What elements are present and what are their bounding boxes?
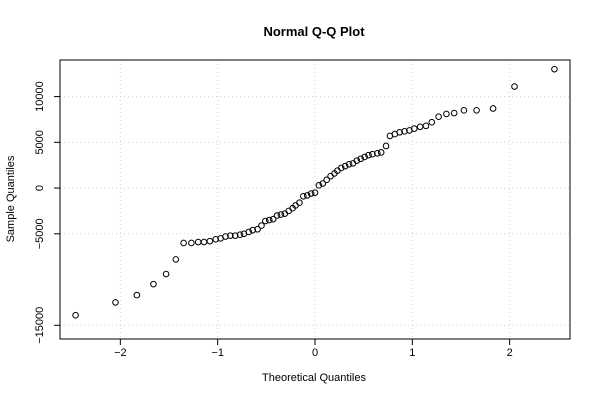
data-point — [443, 110, 450, 118]
data-point — [200, 238, 208, 246]
data-point — [281, 210, 289, 217]
data-point — [172, 256, 180, 263]
data-point — [303, 192, 311, 199]
x-tick-label: −1 — [211, 347, 224, 359]
data-point — [422, 122, 430, 130]
data-point — [231, 232, 239, 239]
data-point — [206, 237, 214, 245]
data-point — [428, 118, 436, 126]
data-point — [269, 215, 277, 223]
y-axis-label: Sample Quantiles — [5, 155, 17, 242]
data-point — [323, 176, 330, 184]
data-point — [249, 226, 257, 234]
data-point — [327, 172, 334, 180]
data-point — [265, 216, 273, 224]
data-point — [300, 192, 307, 200]
data-point — [311, 189, 319, 196]
data-point — [450, 109, 458, 117]
data-point — [307, 190, 315, 197]
data-point — [382, 142, 390, 150]
data-point — [410, 125, 418, 132]
y-axis: −15000 −5000 0 5000 10000 — [34, 81, 60, 344]
y-tick-label: −5000 — [34, 218, 46, 249]
data-point — [245, 228, 253, 236]
data-point — [361, 153, 368, 161]
data-point — [258, 222, 265, 229]
data-point — [341, 162, 349, 170]
data-point — [489, 105, 497, 112]
data-point — [315, 182, 323, 189]
x-tick-label: 0 — [312, 347, 318, 359]
data-point — [377, 149, 385, 156]
data-point — [401, 128, 408, 135]
data-point — [262, 217, 269, 225]
data-point — [150, 280, 157, 288]
x-axis: −2 −1 0 1 2 — [114, 339, 513, 359]
data-point — [112, 299, 119, 306]
data-point — [511, 83, 518, 90]
data-point — [162, 270, 170, 278]
data-point — [254, 225, 261, 233]
y-tick-label: 10000 — [34, 81, 46, 112]
data-point — [180, 239, 187, 247]
x-tick-label: 1 — [409, 347, 415, 359]
data-point — [357, 155, 365, 163]
data-point — [473, 107, 480, 114]
data-point — [435, 113, 442, 121]
data-point — [222, 233, 229, 240]
x-axis-label: Theoretical Quantiles — [262, 372, 366, 384]
data-point — [353, 157, 361, 164]
data-point — [188, 239, 195, 247]
data-point — [369, 150, 376, 158]
data-point — [277, 211, 285, 218]
data-point — [373, 150, 381, 157]
data-point — [416, 123, 424, 131]
data-point — [72, 311, 79, 319]
plot-frame — [59, 59, 571, 340]
data-point — [133, 291, 141, 299]
data-point — [319, 180, 327, 187]
data-point — [227, 232, 234, 239]
data-point — [551, 65, 558, 73]
x-tick-label: −2 — [114, 347, 127, 359]
data-point — [345, 160, 353, 168]
chart-title: Normal Q-Q Plot — [263, 24, 365, 39]
y-tick-label: −15000 — [34, 307, 46, 344]
data-point — [349, 160, 357, 167]
data-points — [72, 65, 558, 319]
data-point — [337, 164, 345, 172]
y-tick-label: 5000 — [34, 130, 46, 154]
x-tick-label: 2 — [507, 347, 513, 359]
data-point — [194, 238, 202, 246]
grid-lines — [60, 60, 570, 339]
data-point — [236, 231, 244, 239]
data-point — [273, 212, 281, 219]
y-tick-label: 0 — [34, 185, 46, 191]
data-point — [460, 107, 468, 114]
data-point — [396, 128, 403, 136]
data-point — [365, 151, 372, 159]
data-point — [212, 235, 220, 243]
data-point — [285, 207, 293, 215]
data-point — [296, 199, 303, 207]
